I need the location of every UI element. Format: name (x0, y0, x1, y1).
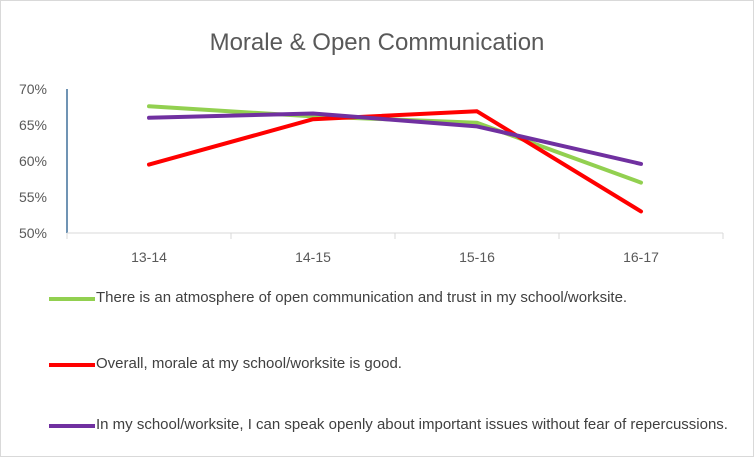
y-tick-label: 60% (19, 153, 47, 169)
x-tick-label: 15-16 (459, 249, 495, 265)
y-tick-label: 70% (19, 81, 47, 97)
legend-swatch-speak-openly (49, 424, 95, 428)
legend-label-speak-openly: In my school/worksite, I can speak openl… (96, 416, 728, 433)
series-line-2 (147, 109, 643, 214)
plot-area: 50% 55% 60% 65% 70% 13-14 14-15 15-16 16-17 (19, 81, 724, 265)
x-tick-label: 13-14 (131, 249, 167, 265)
y-tick-label: 65% (19, 117, 47, 133)
legend-swatch-open-communication (49, 297, 95, 301)
legend-label-morale: Overall, morale at my school/worksite is… (96, 355, 402, 372)
chart-title: Morale & Open Communication (209, 29, 545, 56)
legend-swatch-morale (49, 363, 95, 367)
y-tick-label: 55% (19, 189, 47, 205)
legend-label-open-communication: There is an atmosphere of open communica… (96, 289, 628, 306)
series-line-3 (147, 111, 643, 166)
y-tick-label: 50% (19, 225, 47, 241)
x-tick-label: 16-17 (623, 249, 659, 265)
x-tick-label: 14-15 (295, 249, 331, 265)
